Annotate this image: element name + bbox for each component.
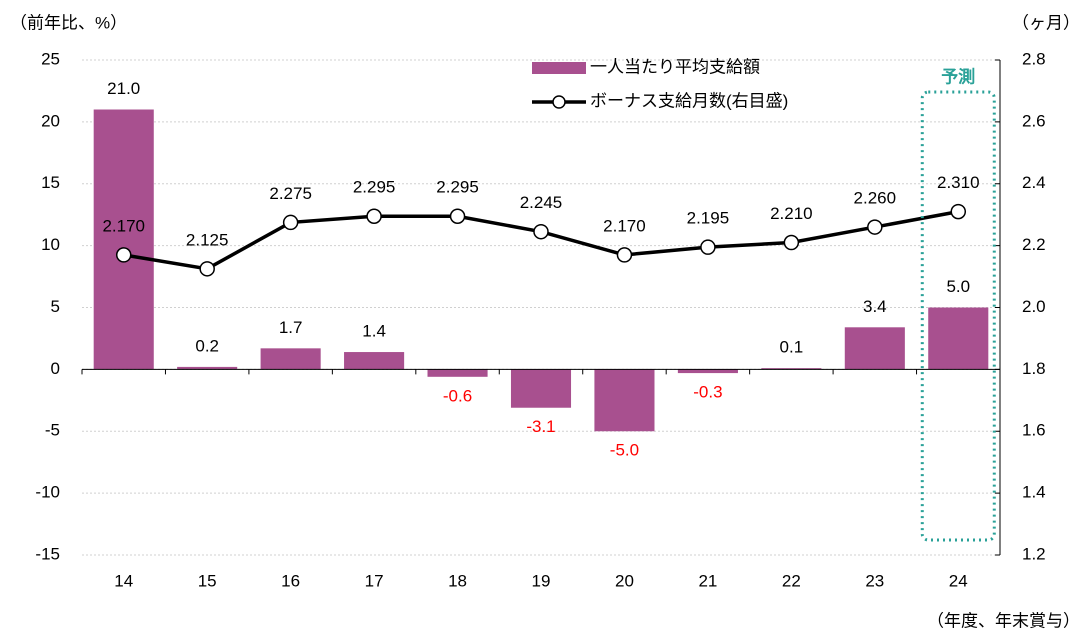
line-marker bbox=[700, 239, 716, 255]
line-value-label: 2.170 bbox=[603, 216, 646, 235]
y2-tick-label: 1.2 bbox=[1022, 544, 1046, 563]
line-marker bbox=[533, 223, 549, 240]
forecast-box bbox=[920, 90, 996, 542]
y-tick-label: 5 bbox=[51, 297, 60, 316]
line-value-label: 2.260 bbox=[854, 189, 897, 208]
y-tick-label: 10 bbox=[41, 235, 60, 254]
bar bbox=[260, 348, 321, 370]
line-value-label: 2.275 bbox=[269, 184, 312, 203]
bar-value-label: -5.0 bbox=[610, 441, 639, 460]
line-value-label: 2.170 bbox=[102, 216, 145, 235]
bar bbox=[177, 366, 238, 370]
line-marker bbox=[199, 261, 215, 277]
y2-tick-label: 1.4 bbox=[1022, 483, 1046, 502]
x-tick-label: 14 bbox=[114, 571, 133, 590]
x-tick-label: 23 bbox=[865, 571, 884, 590]
y-tick-label: -10 bbox=[35, 483, 60, 502]
x-tick-label: 21 bbox=[698, 571, 717, 590]
y-tick-label: 15 bbox=[41, 173, 60, 192]
bar-value-label: -0.6 bbox=[443, 386, 472, 405]
y2-tick-label: 1.8 bbox=[1022, 359, 1046, 378]
bar-value-label: 1.7 bbox=[279, 318, 303, 337]
y-tick-label: -15 bbox=[35, 544, 60, 563]
y2-tick-label: 2.2 bbox=[1022, 235, 1046, 254]
legend-swatch bbox=[532, 62, 586, 74]
x-tick-label: 16 bbox=[281, 571, 300, 590]
y2-tick-label: 2.6 bbox=[1022, 111, 1046, 130]
bar bbox=[427, 369, 488, 377]
bar-value-label: 3.4 bbox=[863, 297, 887, 316]
bar-value-label: 21.0 bbox=[107, 79, 140, 98]
x-tick-label: 15 bbox=[198, 571, 217, 590]
y-axis-label: （前年比、%） bbox=[10, 13, 127, 32]
bar-value-label: 0.1 bbox=[780, 338, 804, 357]
bar bbox=[344, 352, 405, 370]
line-marker bbox=[115, 247, 132, 263]
bar bbox=[761, 368, 822, 370]
line-value-label: 2.210 bbox=[770, 204, 813, 223]
y2-tick-label: 1.6 bbox=[1022, 421, 1046, 440]
bar-value-label: -0.3 bbox=[693, 383, 722, 402]
y-tick-label: 25 bbox=[41, 49, 60, 68]
line-marker bbox=[950, 203, 967, 220]
x-tick-label: 24 bbox=[949, 571, 968, 590]
y-tick-label: -5 bbox=[45, 421, 60, 440]
line-value-label: 2.125 bbox=[186, 230, 229, 249]
line-value-label: 2.310 bbox=[937, 173, 980, 192]
bar bbox=[677, 369, 738, 374]
line-marker bbox=[783, 234, 800, 251]
forecast-label: 予測 bbox=[941, 66, 975, 86]
x-axis-label: （年度、年末賞与） bbox=[927, 611, 1080, 630]
line bbox=[123, 209, 959, 271]
bar bbox=[928, 307, 989, 370]
y2-tick-label: 2.4 bbox=[1022, 173, 1046, 192]
x-tick-label: 20 bbox=[615, 571, 634, 590]
bar bbox=[510, 369, 572, 408]
legend-label: ボーナス支給月数(右目盛) bbox=[590, 91, 788, 110]
legend-swatch-marker bbox=[552, 95, 566, 109]
y2-tick-label: 2.8 bbox=[1022, 49, 1046, 68]
y-tick-label: 0 bbox=[51, 359, 60, 378]
line-value-label: 2.245 bbox=[520, 193, 563, 212]
bar bbox=[594, 369, 655, 432]
line-marker bbox=[867, 219, 883, 235]
bar-value-label: 5.0 bbox=[946, 277, 970, 296]
x-tick-label: 18 bbox=[448, 571, 467, 590]
x-tick-label: 17 bbox=[365, 571, 384, 590]
bar-value-label: 0.2 bbox=[195, 336, 219, 355]
line-value-label: 2.295 bbox=[436, 178, 479, 197]
bar-value-label: -3.1 bbox=[526, 417, 555, 436]
bar-value-label: 1.4 bbox=[362, 322, 386, 341]
legend-label: 一人当たり平均支給額 bbox=[590, 57, 760, 76]
line-value-label: 2.295 bbox=[353, 178, 396, 197]
x-tick-label: 19 bbox=[532, 571, 551, 590]
bar bbox=[93, 109, 154, 370]
line-marker bbox=[449, 208, 466, 224]
line-marker bbox=[366, 208, 382, 224]
line-value-label: 2.195 bbox=[687, 209, 730, 228]
bar bbox=[844, 327, 905, 370]
y2-axis-label: （ヶ月） bbox=[1012, 13, 1080, 32]
line-marker bbox=[282, 214, 299, 231]
y-tick-label: 20 bbox=[41, 111, 60, 130]
line-marker bbox=[616, 247, 633, 263]
x-tick-label: 22 bbox=[782, 571, 801, 590]
y2-tick-label: 2.0 bbox=[1022, 297, 1046, 316]
